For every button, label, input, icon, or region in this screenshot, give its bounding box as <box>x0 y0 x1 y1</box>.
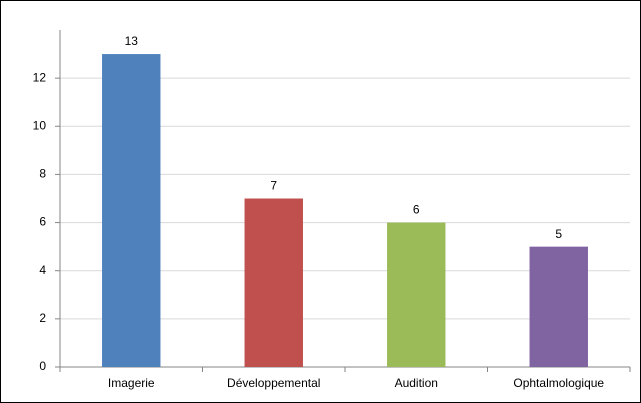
bar <box>244 198 303 367</box>
y-tick-label: 0 <box>39 359 46 373</box>
data-label: 5 <box>555 227 562 241</box>
data-label: 6 <box>413 203 420 217</box>
y-tick-label: 10 <box>33 118 47 132</box>
x-tick-label: Ophtalmologique <box>513 376 604 390</box>
bar <box>387 222 446 367</box>
bar <box>529 246 588 367</box>
y-tick-label: 6 <box>39 215 46 229</box>
y-tick-label: 12 <box>33 70 47 84</box>
bar <box>102 54 161 367</box>
y-tick-label: 4 <box>39 263 46 277</box>
x-tick-label: Développemental <box>227 376 320 390</box>
x-tick-label: Audition <box>395 376 438 390</box>
y-tick-label: 2 <box>39 311 46 325</box>
data-label: 13 <box>125 34 139 48</box>
data-label: 7 <box>270 179 277 193</box>
y-tick-label: 8 <box>39 167 46 181</box>
x-tick-label: Imagerie <box>108 376 155 390</box>
